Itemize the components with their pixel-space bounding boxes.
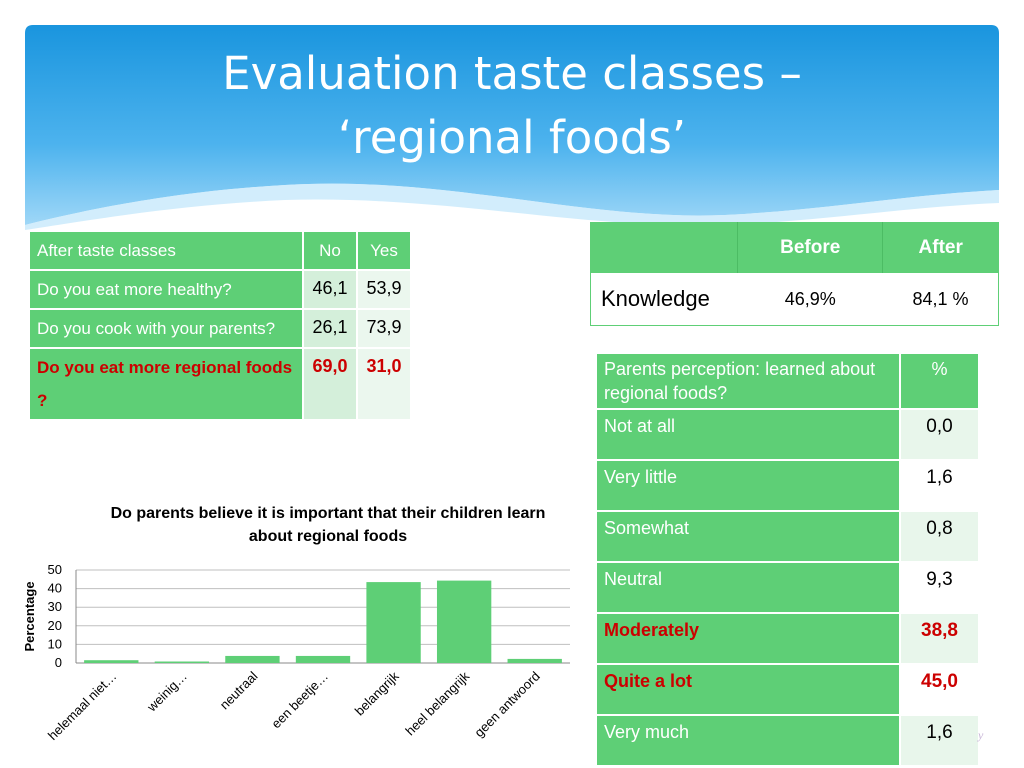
bar xyxy=(154,661,210,663)
parents-perception-table: Parents perception: learned about region… xyxy=(595,352,980,767)
no-value-cell: 69,0 xyxy=(302,347,358,421)
table-row: Not at all 0,0 xyxy=(595,408,980,461)
y-tick-label: 30 xyxy=(48,599,62,614)
question-cell: Do you eat more regional foods ? xyxy=(27,347,305,421)
column-header-no: No xyxy=(302,230,358,271)
x-tick-label: neutraal xyxy=(217,668,261,712)
perception-value: 9,3 xyxy=(899,561,980,614)
y-tick-label: 0 xyxy=(55,655,62,670)
y-tick-label: 20 xyxy=(48,618,62,633)
yes-value-cell: 73,9 xyxy=(356,308,412,349)
perception-label: Very much xyxy=(595,714,901,767)
column-header-yes: Yes xyxy=(356,230,412,271)
chart-title: Do parents believe it is important that … xyxy=(110,505,546,545)
before-value-cell: 46,9% xyxy=(737,273,883,326)
no-value-cell: 26,1 xyxy=(302,308,358,349)
slide-title: Evaluation taste classes – ‘regional foo… xyxy=(25,42,999,170)
table-row: Do you cook with your parents? 26,1 73,9 xyxy=(27,308,412,349)
bar xyxy=(507,658,562,663)
column-header-percent: % xyxy=(899,352,980,410)
table-row: Very much 1,6 xyxy=(595,714,980,767)
bar xyxy=(295,655,351,663)
table-header-row: Parents perception: learned about region… xyxy=(595,352,980,410)
column-header-before: Before xyxy=(737,222,884,273)
column-header-question: After taste classes xyxy=(27,230,305,271)
table-row-highlighted: Do you eat more regional foods ? 69,0 31… xyxy=(27,347,412,421)
taste-classes-table: After taste classes No Yes Do you eat mo… xyxy=(27,230,412,421)
perception-label: Not at all xyxy=(595,408,901,461)
table-row: Neutral 9,3 xyxy=(595,561,980,614)
perception-label: Somewhat xyxy=(595,510,901,563)
perception-label: Neutral xyxy=(595,561,901,614)
perception-label: Moderately xyxy=(595,612,901,665)
x-tick-label: geen antwoord xyxy=(471,669,542,740)
bar xyxy=(84,660,139,663)
perception-label: Quite a lot xyxy=(595,663,901,716)
y-tick-label: 40 xyxy=(48,581,62,596)
yes-value-cell: 31,0 xyxy=(356,347,412,421)
y-tick-label: 50 xyxy=(48,562,62,577)
after-value-cell: 84,1 % xyxy=(882,273,999,326)
perception-value: 1,6 xyxy=(899,714,980,767)
x-tick-label: een beetje… xyxy=(268,669,331,732)
header-wave-background xyxy=(25,25,999,230)
table-header-row: Before After xyxy=(590,222,999,273)
table-row: Very little 1,6 xyxy=(595,459,980,512)
perception-value: 38,8 xyxy=(899,612,980,665)
column-header-empty xyxy=(590,222,738,273)
perception-value: 0,0 xyxy=(899,408,980,461)
table-row-highlighted: Quite a lot 45,0 xyxy=(595,663,980,716)
slide-title-line-2: ‘regional foods’ xyxy=(337,111,687,164)
x-tick-label: helemaal niet… xyxy=(45,669,119,743)
x-tick-label: heel belangrijk xyxy=(402,668,472,738)
header-banner xyxy=(25,25,999,230)
column-header-perception: Parents perception: learned about region… xyxy=(595,352,901,410)
slide-title-line-1: Evaluation taste classes – xyxy=(222,47,802,100)
column-header-after: After xyxy=(882,222,999,273)
table-header-row: After taste classes No Yes xyxy=(27,230,412,271)
question-cell: Do you eat more healthy? xyxy=(27,269,305,310)
y-tick-label: 10 xyxy=(48,636,62,651)
perception-value: 0,8 xyxy=(899,510,980,563)
row-label: Knowledge xyxy=(590,273,738,326)
logo-fragment: y xyxy=(978,728,984,742)
x-tick-label: weinig… xyxy=(143,669,190,716)
perception-label: Very little xyxy=(595,459,901,512)
x-tick-label: belangrijk xyxy=(352,668,402,718)
knowledge-table: Before After Knowledge 46,9% 84,1 % xyxy=(590,222,999,326)
bar xyxy=(436,580,492,663)
perception-value: 1,6 xyxy=(899,459,980,512)
table-row: Somewhat 0,8 xyxy=(595,510,980,563)
table-row: Knowledge 46,9% 84,1 % xyxy=(590,273,999,326)
bar xyxy=(366,582,421,663)
question-cell: Do you cook with your parents? xyxy=(27,308,305,349)
bar xyxy=(225,655,280,663)
perception-value: 45,0 xyxy=(899,663,980,716)
table-row: Do you eat more healthy? 46,1 53,9 xyxy=(27,269,412,310)
yes-value-cell: 53,9 xyxy=(356,269,412,310)
table-row-highlighted: Moderately 38,8 xyxy=(595,612,980,665)
y-axis-title: Percentage xyxy=(22,581,37,651)
no-value-cell: 46,1 xyxy=(302,269,358,310)
